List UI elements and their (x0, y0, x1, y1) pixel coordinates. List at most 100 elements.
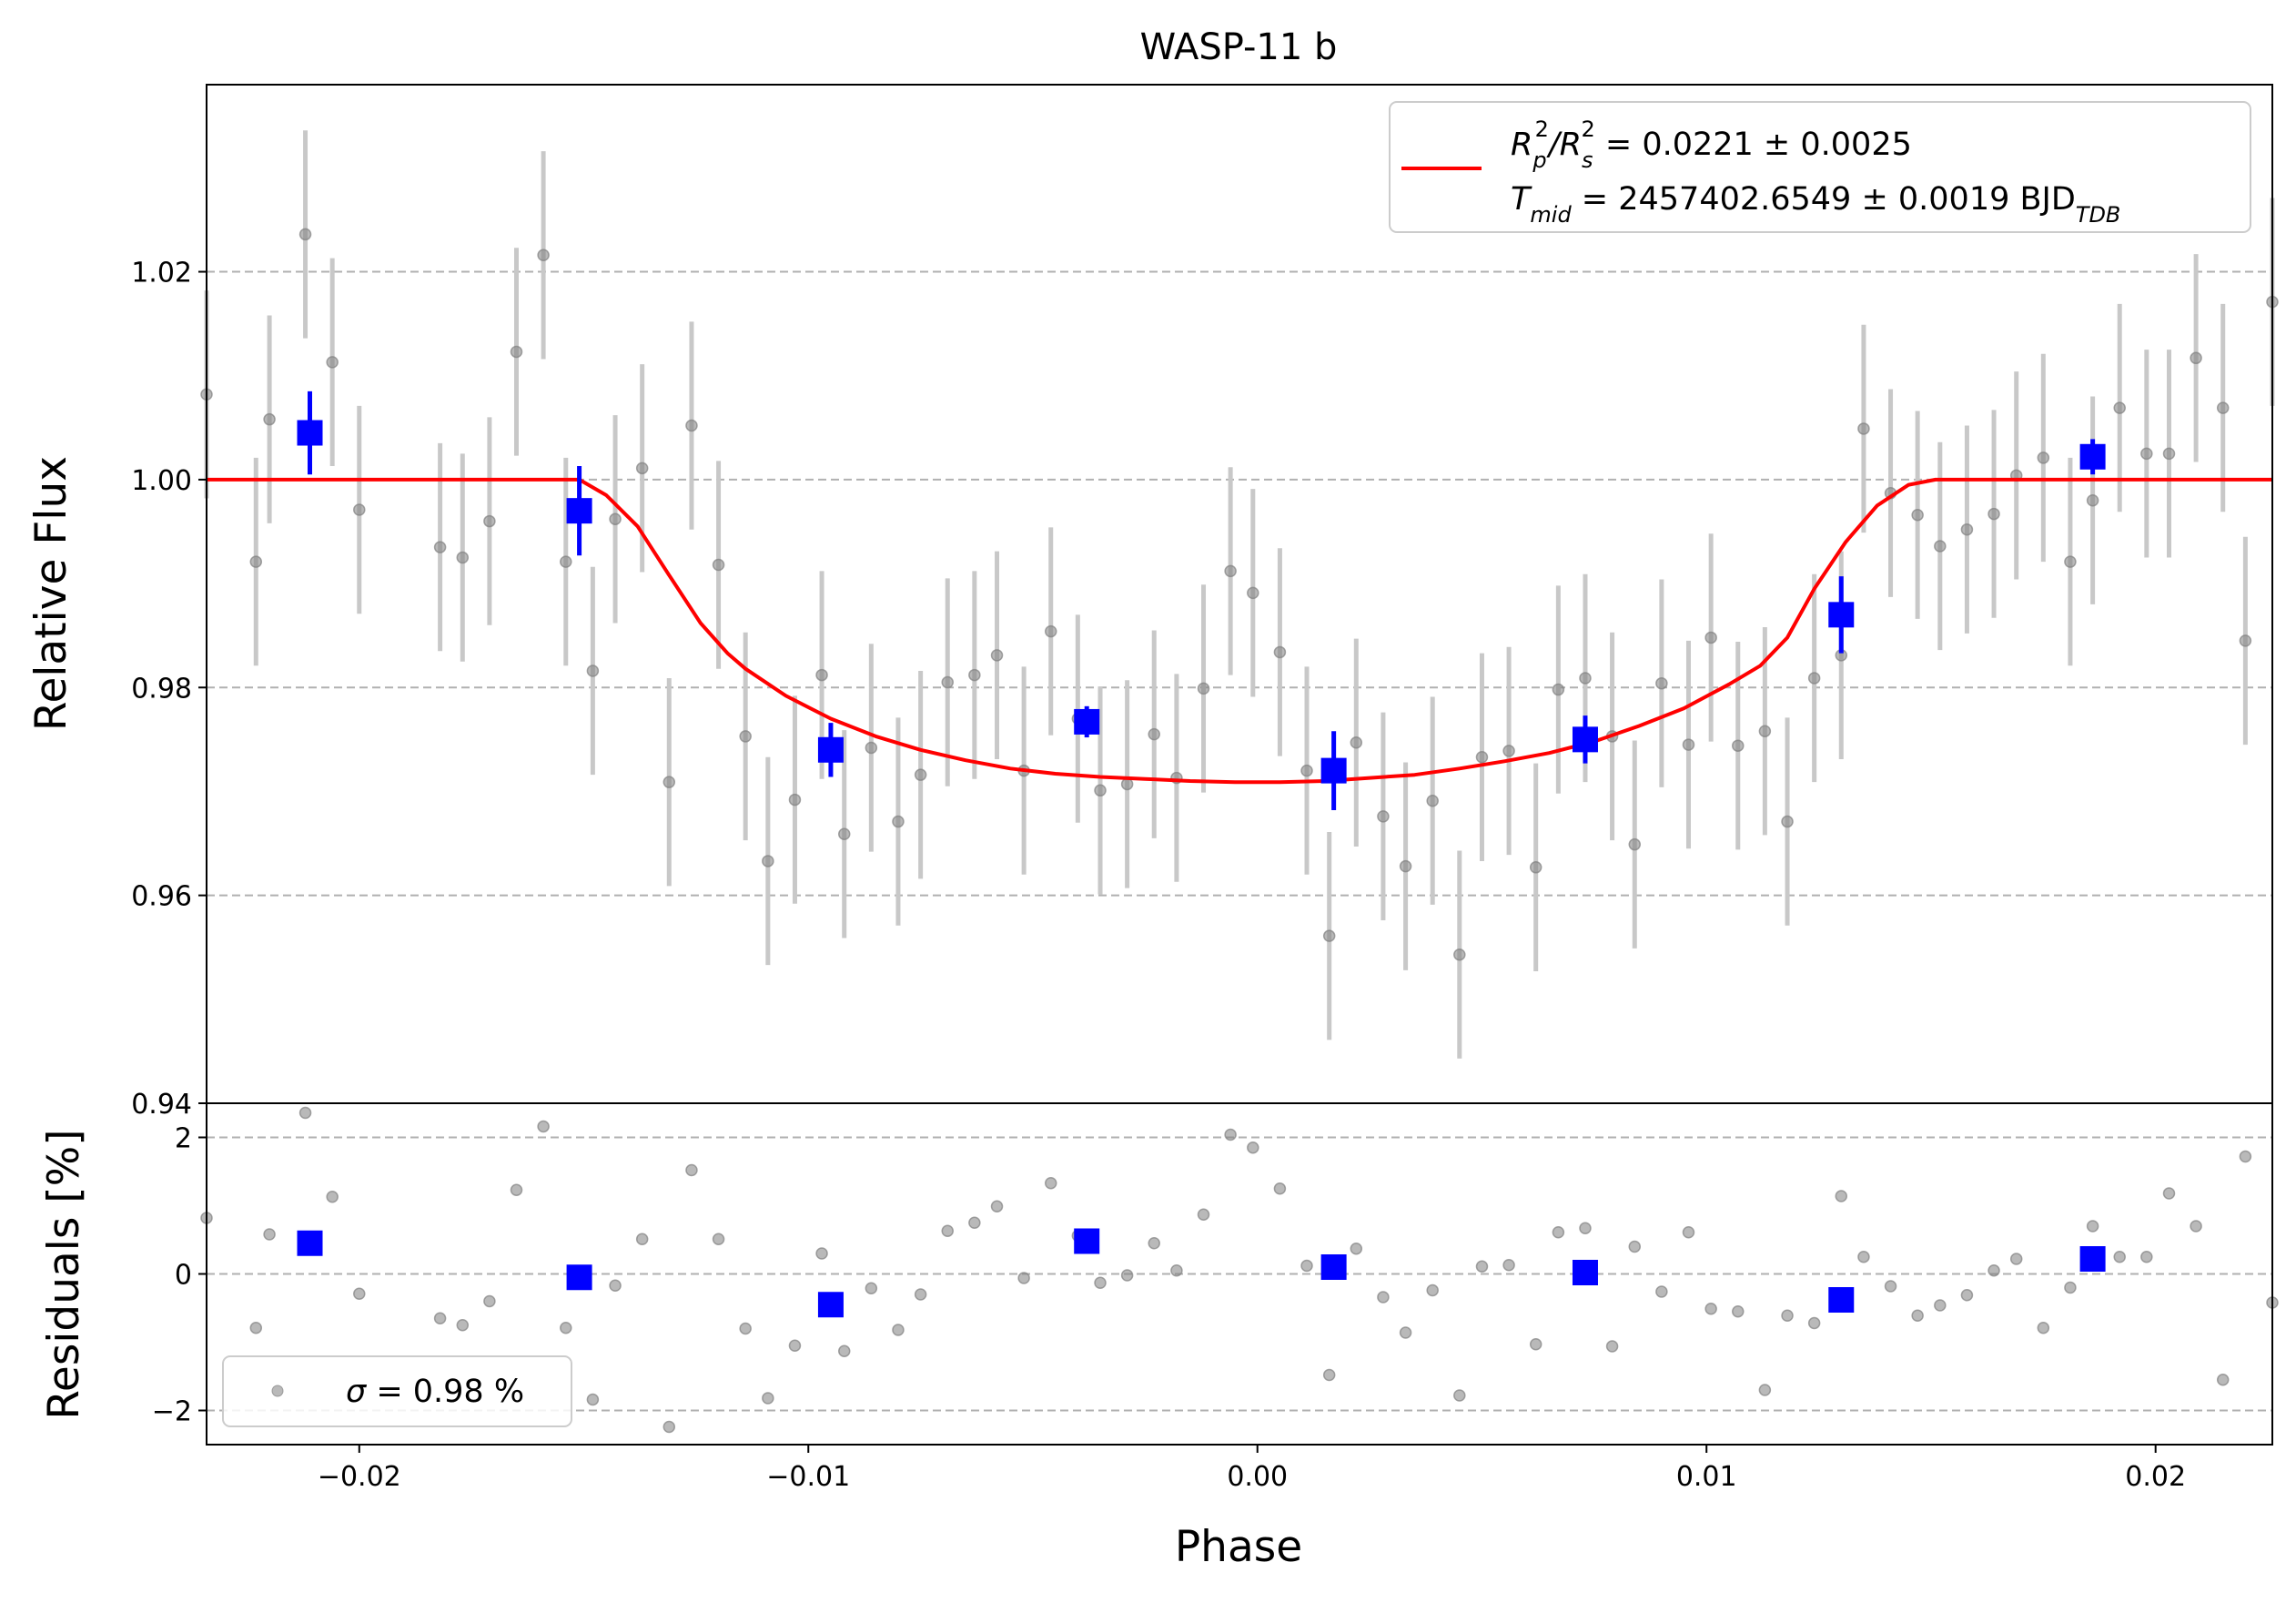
residual-raw-point (762, 1392, 774, 1405)
flux-y-tick-label: 0.94 (131, 1089, 192, 1121)
residual-raw-point (353, 1287, 366, 1300)
residual-raw-point (1475, 1260, 1489, 1273)
flux-raw-point (635, 462, 649, 475)
flux-raw-point (1988, 507, 2000, 521)
flux-y-tick-label: 0.96 (131, 881, 192, 913)
flux-raw-point (1094, 784, 1107, 797)
flux-raw-point (609, 512, 622, 526)
flux-raw-point (1758, 725, 1772, 737)
flux-raw-point (1579, 672, 1592, 685)
flux-raw-point (2037, 451, 2050, 464)
residual-raw-point (1988, 1264, 2000, 1277)
residual-raw-point (1197, 1208, 1210, 1221)
residual-binned-point (817, 1292, 844, 1318)
residual-raw-point (635, 1233, 649, 1245)
residual-raw-point (249, 1322, 263, 1334)
legend-tmid-entry: Tmid = 2457402.6549 ± 0.0019 BJDTDB (1511, 181, 2120, 228)
flux-raw-point (456, 551, 470, 564)
flux-raw-point (510, 345, 523, 359)
x-tick-label: −0.02 (318, 1461, 401, 1493)
residual-binned-point (2079, 1246, 2106, 1272)
residual-legend: σ = 0.98 % (222, 1355, 572, 1427)
residual-raw-point (1044, 1177, 1057, 1190)
residual-legend-box (222, 1355, 572, 1427)
residual-raw-point (1529, 1338, 1542, 1351)
residual-y-tick-label: −2 (152, 1396, 192, 1428)
residual-raw-point (739, 1322, 752, 1335)
residual-raw-point (712, 1233, 725, 1245)
residual-raw-point (2064, 1281, 2077, 1294)
x-axis-label: Phase (1175, 1522, 1302, 1572)
flux-binned-point (1828, 602, 1855, 628)
residual-raw-point (968, 1216, 981, 1229)
residual-raw-point (2162, 1187, 2176, 1200)
flux-raw-point (712, 558, 725, 572)
residual-binned-point (1828, 1287, 1855, 1313)
flux-binned-point (817, 736, 844, 763)
residual-raw-point (1094, 1276, 1107, 1289)
legend-rs-sup: 2 (1581, 117, 1594, 142)
flux-raw-point (1704, 631, 1717, 644)
flux-y-tick-label: 1.02 (131, 258, 192, 289)
flux-raw-point (1781, 815, 1794, 828)
flux-raw-point (1120, 777, 1134, 791)
flux-raw-point (2216, 401, 2230, 414)
flux-raw-point (1732, 739, 1745, 752)
flux-raw-point (1911, 508, 1924, 522)
legend-sigma-value: = 0.98 % (366, 1374, 524, 1410)
residual-raw-point (1628, 1240, 1642, 1253)
residual-raw-point (1655, 1285, 1668, 1298)
legend-tmid-sub: mid (1530, 202, 1572, 228)
flux-raw-point (1529, 861, 1542, 874)
flux-raw-point (326, 356, 339, 369)
residual-raw-point (892, 1324, 905, 1336)
flux-y-tick-label: 0.98 (131, 673, 192, 705)
flux-binned-point (566, 498, 592, 524)
flux-raw-point (1628, 837, 1642, 851)
residual-raw-point (2216, 1374, 2230, 1386)
flux-legend-box (1389, 101, 2251, 233)
flux-raw-point (1655, 676, 1668, 690)
residual-raw-point (2140, 1251, 2153, 1263)
residual-raw-point (263, 1228, 276, 1241)
residual-raw-point (456, 1319, 470, 1332)
residual-raw-point (1148, 1237, 1160, 1250)
legend-tmid-value: = 2457402.6549 ± 0.0019 BJD (1572, 181, 2076, 218)
flux-raw-point (1224, 564, 1237, 578)
residual-raw-point (2037, 1322, 2050, 1334)
flux-raw-point (1453, 948, 1466, 961)
residual-raw-point (1120, 1269, 1134, 1282)
legend-rs-sub: s (1582, 147, 1593, 173)
residual-raw-point (433, 1312, 447, 1324)
residual-raw-point (1758, 1384, 1772, 1396)
flux-binned-point (1572, 726, 1598, 753)
flux-raw-point (1934, 540, 1947, 553)
residual-raw-point (483, 1294, 496, 1308)
flux-raw-point (433, 541, 447, 553)
legend-tdb-sub: TDB (2076, 202, 2121, 228)
legend-rs-symbol: /R (1546, 127, 1582, 163)
legend-rp-rs-entry: Rp 2/Rs 2 = 0.0221 ± 0.0025 (1511, 117, 1912, 173)
residual-raw-point (1322, 1368, 1336, 1382)
flux-raw-point (914, 768, 927, 781)
residual-raw-point (1502, 1259, 1515, 1272)
residual-raw-point (1453, 1389, 1466, 1402)
x-tick-label: 0.00 (1227, 1461, 1288, 1493)
x-tick-label: 0.02 (2125, 1461, 2186, 1493)
residual-raw-point (1426, 1283, 1439, 1297)
flux-raw-point (1426, 794, 1439, 807)
flux-raw-point (1502, 745, 1515, 757)
residual-raw-point (1781, 1309, 1794, 1322)
flux-raw-point (788, 793, 802, 807)
x-tick-label: 0.01 (1676, 1461, 1737, 1493)
flux-raw-point (663, 776, 676, 788)
flux-raw-point (837, 827, 851, 841)
residual-raw-point (1960, 1289, 1974, 1302)
x-tick-label: −0.01 (766, 1461, 850, 1493)
residual-raw-point (1605, 1340, 1619, 1353)
residual-raw-point (685, 1163, 698, 1177)
flux-raw-point (892, 815, 905, 828)
flux-raw-point (353, 503, 366, 516)
